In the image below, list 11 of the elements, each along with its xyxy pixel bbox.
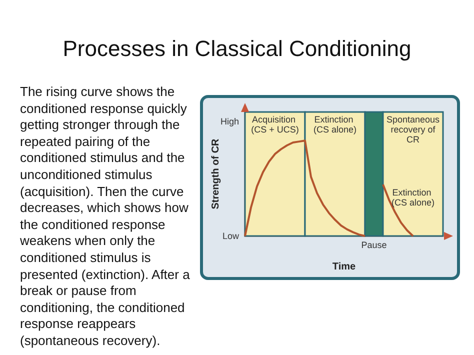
text: The rising curve shows the conditioned response quickly getting stronger through the repeated pairing of the conditioned stimulus and the unconditioned stimulus (acquisition). Then the curve decreases, which shows how the conditioned response weakens when only the conditioned stimulus is presented (extinction). After a break or pause from conditioning, the conditioned response reappears (spontaneous recovery).: [20, 84, 190, 348]
text: Extinction (CS alone): [313, 114, 357, 134]
y-axis-title: Strength of CR: [210, 138, 222, 210]
x-axis-title: Time: [332, 262, 356, 272]
text: Acquisition (CS + UCS): [251, 114, 299, 134]
chart-title: Processes in Classical Conditioning: [62, 36, 412, 62]
text: Low: [222, 231, 240, 241]
text: High: [220, 116, 239, 127]
text: Pause: [361, 240, 387, 250]
annotation: Extinction (CS alone): [391, 187, 435, 208]
annotation: Spontaneous recovery of CR: [386, 114, 440, 144]
